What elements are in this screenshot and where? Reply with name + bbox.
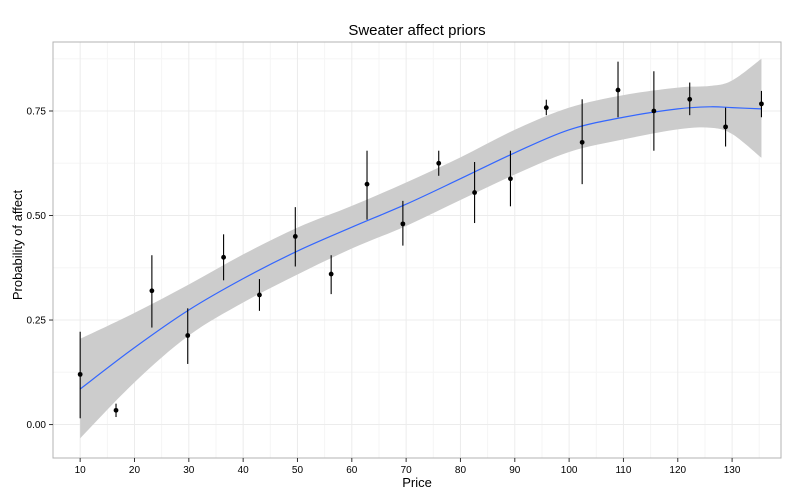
plot-panel-border [52,41,782,459]
x-tick-label: 70 [401,465,413,476]
x-tick-label: 20 [129,465,141,476]
confidence-ribbon [80,58,762,439]
x-tick-label: 40 [238,465,250,476]
data-point [687,96,693,102]
data-point [185,333,191,338]
confidence-band [80,58,762,439]
data-point [472,190,477,195]
x-tick-label: 10 [75,465,87,476]
x-tick-label: 30 [183,465,195,476]
data-point [651,108,657,114]
y-tick-label: 0.25 [27,316,47,327]
data-point [543,105,549,111]
y-tick-label: 0.50 [27,211,47,222]
data-point [149,288,155,294]
chart-title: Sweater affect priors [348,22,485,39]
data-point [579,139,585,145]
data-point [221,254,226,260]
y-axis: 0.00 0.25 0.50 0.75 [27,106,53,431]
x-tick-label: 60 [346,465,358,476]
y-tick-label: 0.00 [27,420,47,431]
data-point [257,292,262,298]
data-point [77,371,83,377]
smooth-fit-line [79,106,762,390]
data-point [436,160,442,166]
x-axis-title: Price [402,475,432,490]
data-points [77,87,764,413]
data-point [292,234,298,239]
data-point [759,101,764,107]
data-point [113,407,119,413]
x-tick-label: 120 [669,465,686,476]
data-point [508,176,513,182]
data-point [364,181,370,187]
data-point [400,221,406,227]
y-axis-title: Probability of affect [10,189,25,300]
x-tick-label: 110 [615,465,631,476]
smooth-curve [79,106,762,390]
y-tick-label: 0.75 [27,106,47,117]
x-axis: 10 20 30 40 50 60 70 80 90 100 110 120 130 [75,458,741,476]
data-point [723,124,728,130]
x-tick-label: 80 [455,465,467,476]
x-tick-label: 100 [561,465,578,476]
data-point [615,87,621,93]
data-point [328,271,334,277]
x-tick-label: 130 [724,465,741,476]
x-tick-label: 50 [292,465,304,476]
x-tick-label: 90 [509,465,521,476]
